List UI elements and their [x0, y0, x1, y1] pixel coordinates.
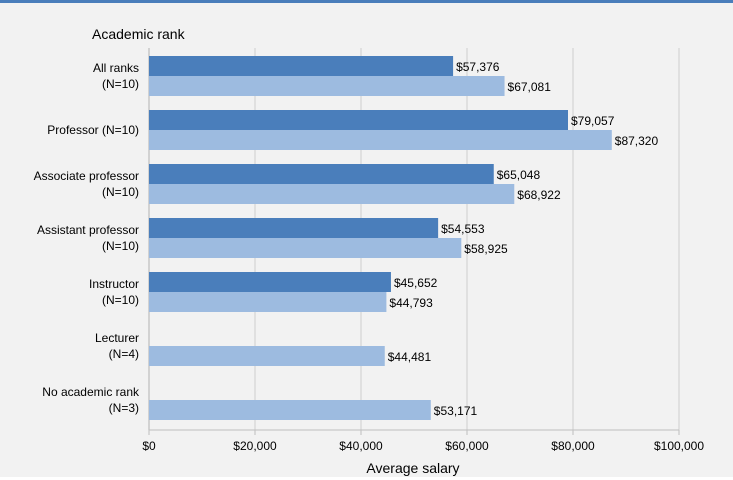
bars [149, 56, 612, 420]
category-label: (N=10) [102, 77, 139, 91]
category-label: No academic rank [42, 385, 140, 399]
category-label: Lecturer [95, 331, 139, 345]
data-label: $68,922 [517, 188, 561, 202]
data-label: $65,048 [497, 168, 541, 182]
x-tick-label: $0 [142, 439, 156, 453]
bar [149, 184, 515, 204]
category-label: Assistant professor [37, 223, 139, 237]
x-tick-label: $100,000 [654, 439, 704, 453]
labels: $0 $20,000 $40,000 $60,000 $80,000 $100,000 $5… [34, 60, 705, 453]
category-label: (N=10) [102, 293, 139, 307]
salary-bar-chart: $0 $20,000 $40,000 $60,000 $80,000 $100,000 $5… [34, 26, 705, 476]
x-tick-label: $80,000 [551, 439, 595, 453]
x-tick-label: $40,000 [339, 439, 383, 453]
bar [149, 400, 431, 420]
bar [149, 130, 612, 150]
category-label: Professor (N=10) [47, 123, 139, 137]
data-label: $45,652 [394, 276, 438, 290]
data-label: $58,925 [464, 242, 508, 256]
data-label: $67,081 [508, 80, 552, 94]
category-label: (N=10) [102, 185, 139, 199]
data-label: $44,793 [389, 296, 433, 310]
x-tick-label: $20,000 [233, 439, 277, 453]
data-label: $54,553 [441, 222, 485, 236]
bar [149, 110, 569, 130]
data-label: $57,376 [456, 60, 500, 74]
bar [149, 292, 387, 312]
data-label: $53,171 [434, 404, 478, 418]
category-label: All ranks [93, 61, 139, 75]
bar [149, 346, 385, 366]
y-axis-title: Academic rank [92, 26, 186, 42]
data-label: $87,320 [615, 134, 659, 148]
bar [149, 218, 439, 238]
bar [149, 164, 494, 184]
x-axis-title: Average salary [366, 460, 459, 476]
data-label: $79,057 [571, 114, 615, 128]
category-label: (N=3) [109, 401, 139, 415]
x-tick-label: $60,000 [445, 439, 489, 453]
data-label: $44,481 [388, 350, 432, 364]
bar [149, 56, 454, 76]
category-label: Instructor [89, 277, 139, 291]
bar [149, 238, 462, 258]
category-label: (N=10) [102, 239, 139, 253]
bar [149, 272, 391, 292]
bar [149, 76, 505, 96]
category-label: Associate professor [34, 169, 139, 183]
category-label: (N=4) [109, 347, 139, 361]
